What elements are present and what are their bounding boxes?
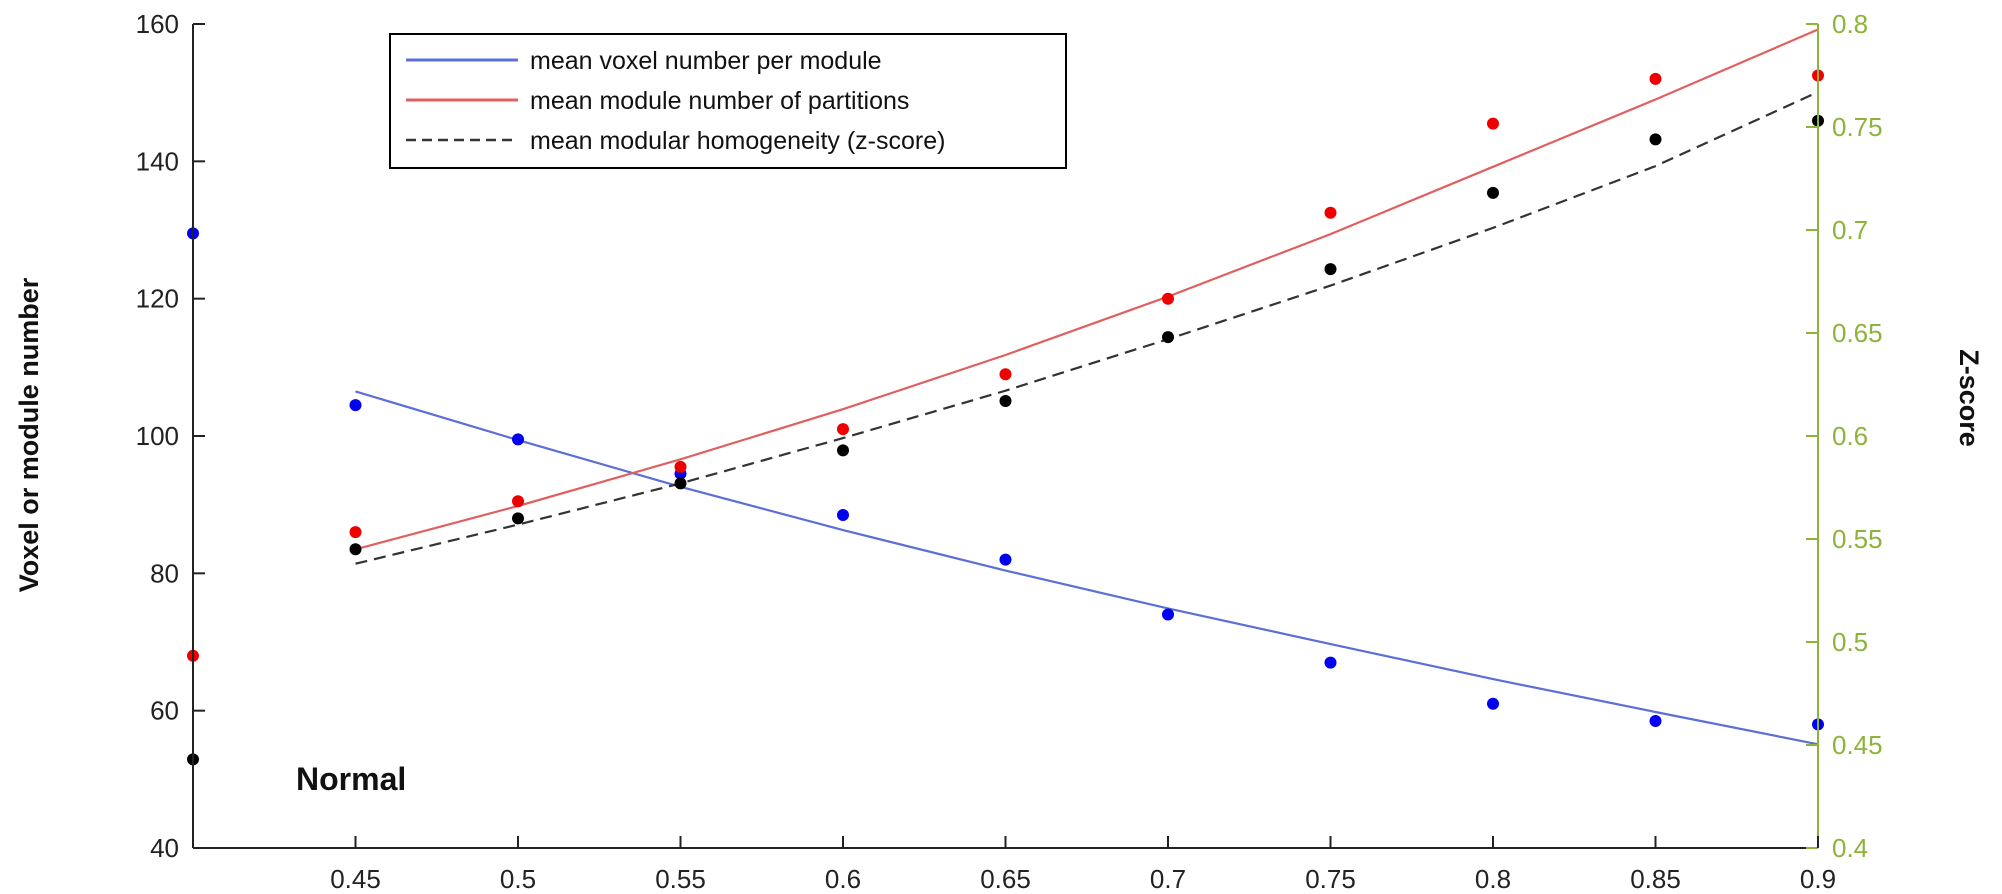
right-tick-label: 0.6	[1832, 421, 1868, 451]
data-point-series-2	[1324, 263, 1337, 276]
left-axis-title: Voxel or module number	[14, 277, 44, 592]
annotation-normal: Normal	[296, 761, 406, 797]
legend-label-homogeneity: mean modular homogeneity (z-score)	[530, 127, 945, 155]
data-point-series-1	[837, 423, 849, 436]
data-point-series-2	[999, 395, 1012, 407]
x-tick-label: 0.65	[980, 864, 1031, 894]
legend: mean voxel number per module mean module…	[389, 33, 1067, 169]
data-point-series-2	[837, 444, 849, 457]
data-point-series-0	[512, 433, 524, 446]
data-point-series-1	[349, 526, 362, 539]
x-tick-label: 0.7	[1150, 864, 1186, 894]
legend-label-partitions: mean module number of partitions	[530, 87, 909, 115]
data-point-series-2	[512, 512, 524, 525]
left-tick-label: 100	[136, 421, 179, 451]
left-tick-label: 60	[150, 696, 179, 726]
right-tick-label: 0.55	[1832, 524, 1883, 554]
left-tick-label: 80	[150, 558, 179, 588]
data-point-series-0	[1324, 656, 1337, 669]
data-point-series-1	[1649, 72, 1662, 85]
data-point-series-2	[674, 477, 687, 490]
left-tick-label: 140	[136, 146, 179, 176]
left-tick-label: 160	[136, 9, 179, 39]
right-axis-title: Z-score	[1954, 349, 1984, 447]
fit-line-series-0	[355, 390, 1819, 746]
x-tick-label: 0.75	[1305, 864, 1356, 894]
data-point-series-1	[999, 368, 1012, 381]
right-tick-label: 0.4	[1832, 833, 1868, 863]
x-tick-label: 0.45	[330, 864, 381, 894]
x-tick-label: 0.85	[1630, 864, 1681, 894]
right-tick-label: 0.65	[1832, 318, 1883, 348]
data-point-series-1	[512, 495, 524, 508]
data-point-series-1	[1324, 206, 1337, 219]
data-point-series-1	[674, 460, 687, 473]
right-tick-label: 0.5	[1832, 627, 1868, 657]
data-point-series-2	[1649, 133, 1662, 146]
data-point-series-2	[1487, 186, 1499, 199]
right-tick-label: 0.75	[1832, 112, 1883, 142]
x-tick-label: 0.55	[655, 864, 706, 894]
left-tick-label: 40	[150, 833, 179, 863]
right-tick-label: 0.45	[1832, 730, 1883, 760]
x-tick-label: 0.6	[825, 864, 861, 894]
legend-label-voxel: mean voxel number per module	[530, 47, 882, 75]
right-tick-label: 0.7	[1832, 215, 1868, 245]
data-point-series-0	[1162, 608, 1174, 621]
data-point-series-0	[1487, 697, 1499, 710]
fit-lines-layer	[355, 28, 1819, 746]
fit-line-series-1	[355, 28, 1819, 551]
data-point-series-0	[349, 399, 362, 412]
right-tick-label: 0.8	[1832, 9, 1868, 39]
data-point-series-0	[1649, 715, 1662, 727]
data-point-series-2	[1162, 331, 1174, 344]
x-tick-label: 0.5	[500, 864, 536, 894]
x-tick-label: 0.8	[1475, 864, 1511, 894]
data-point-series-0	[999, 553, 1012, 566]
data-point-series-1	[1162, 292, 1174, 305]
data-point-series-0	[837, 509, 849, 521]
left-tick-label: 120	[136, 284, 179, 314]
data-point-series-2	[349, 543, 362, 556]
data-point-series-1	[1487, 117, 1499, 130]
fit-line-series-2	[355, 90, 1819, 565]
axes-layer: 40 60 80 100 120 140 160 0.4 0.45 0.5 0.55 0.6 0.65 0…	[136, 9, 1883, 894]
data-points-layer	[187, 69, 1824, 766]
x-tick-label: 0.9	[1800, 864, 1836, 894]
